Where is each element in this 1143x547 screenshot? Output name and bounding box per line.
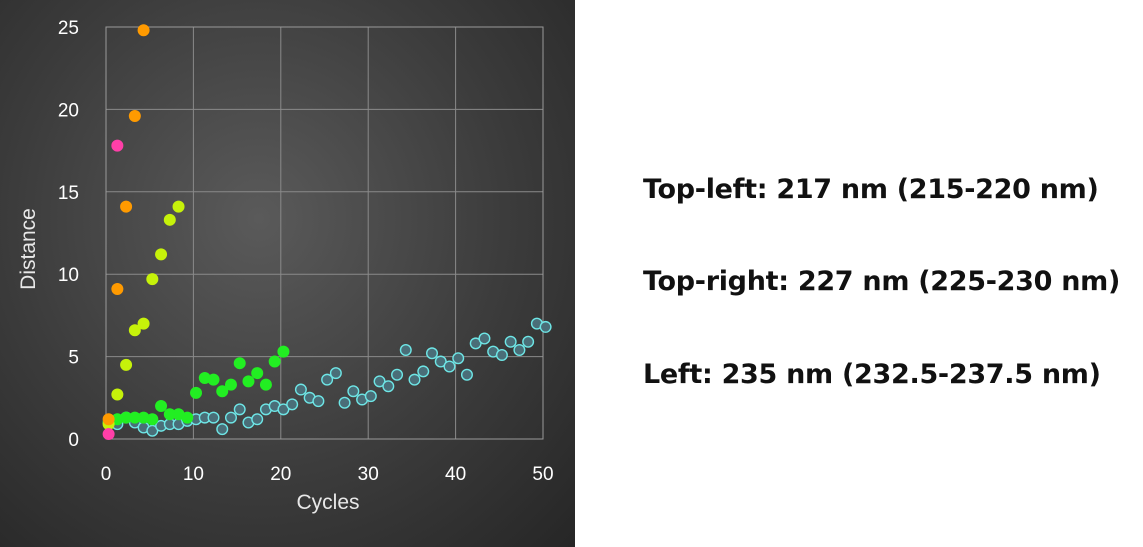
- data-point: [312, 395, 325, 408]
- data-point: [513, 344, 526, 357]
- data-point: [522, 335, 535, 348]
- data-point: [268, 355, 281, 368]
- data-point: [251, 413, 264, 426]
- data-point: [224, 411, 237, 424]
- data-point: [190, 386, 203, 399]
- data-point: [207, 411, 220, 424]
- x-tick-label: 20: [270, 464, 291, 485]
- data-point: [224, 378, 237, 391]
- data-point: [347, 385, 360, 398]
- data-point: [495, 348, 508, 361]
- data-points: [102, 24, 552, 441]
- scatter-chart: 0 10 20 30 40 50 0 5 10 15 20 25 Cycles Distance: [17, 18, 554, 514]
- data-point: [321, 373, 334, 386]
- data-point: [251, 367, 264, 380]
- data-point: [399, 344, 412, 357]
- data-point: [111, 388, 124, 401]
- data-point: [216, 423, 229, 436]
- data-point: [469, 337, 482, 350]
- data-point: [408, 373, 421, 386]
- data-point: [460, 368, 473, 381]
- x-tick-label: 50: [532, 464, 553, 485]
- data-point: [382, 380, 395, 393]
- data-point: [111, 283, 124, 296]
- data-point: [259, 378, 272, 391]
- data-point: [155, 248, 168, 261]
- data-point: [102, 413, 115, 426]
- data-point: [137, 24, 150, 37]
- data-point: [391, 368, 404, 381]
- data-point: [233, 357, 246, 370]
- x-tick-label: 40: [445, 464, 466, 485]
- data-point: [373, 375, 386, 388]
- data-point: [102, 428, 115, 441]
- data-point: [128, 109, 141, 122]
- data-point: [216, 385, 229, 398]
- y-tick-label: 15: [58, 183, 79, 204]
- data-point: [364, 390, 377, 403]
- data-point: [242, 375, 255, 388]
- data-point: [286, 398, 299, 411]
- y-tick-label: 20: [58, 100, 79, 121]
- data-point: [417, 365, 430, 378]
- x-tick-label: 10: [183, 464, 204, 485]
- y-tick-label: 25: [58, 18, 79, 39]
- data-point: [539, 320, 552, 333]
- note-top-left: Top-left: 217 nm (215-220 nm): [643, 174, 1099, 205]
- y-axis-title: Distance: [17, 208, 40, 290]
- data-point: [434, 355, 447, 368]
- data-point: [146, 413, 159, 426]
- x-axis-title: Cycles: [296, 491, 359, 514]
- data-point: [181, 411, 194, 424]
- x-tick-label: 0: [101, 464, 112, 485]
- data-point: [172, 200, 185, 213]
- x-tick-label: 30: [358, 464, 379, 485]
- note-top-right: Top-right: 227 nm (225-230 nm): [643, 266, 1121, 297]
- data-point: [277, 345, 290, 358]
- data-point: [146, 424, 159, 437]
- data-point: [338, 396, 351, 409]
- y-tick-label: 0: [68, 430, 79, 451]
- data-point: [443, 360, 456, 373]
- data-point: [163, 213, 176, 226]
- y-tick-label: 5: [68, 348, 79, 369]
- data-point: [452, 352, 465, 365]
- plot-border: [105, 26, 544, 440]
- data-point: [277, 403, 290, 416]
- data-point: [137, 317, 150, 330]
- data-point: [233, 403, 246, 416]
- grid-lines: [105, 26, 544, 440]
- data-point: [294, 383, 307, 396]
- data-point: [120, 358, 133, 371]
- data-point: [155, 400, 168, 413]
- data-point: [120, 200, 133, 213]
- data-point: [111, 139, 124, 152]
- data-point: [207, 373, 220, 386]
- data-point: [146, 273, 159, 286]
- data-point: [329, 367, 342, 380]
- data-point: [478, 332, 491, 345]
- note-left: Left: 235 nm (232.5-237.5 nm): [643, 359, 1101, 390]
- tick-labels: 0 10 20 30 40 50 0 5 10 15 20 25: [58, 18, 554, 485]
- data-point: [504, 335, 517, 348]
- y-tick-label: 10: [58, 265, 79, 286]
- data-point: [426, 347, 439, 360]
- data-point: [128, 324, 141, 337]
- chart-panel: 0 10 20 30 40 50 0 5 10 15 20 25 Cycles Distance: [0, 0, 575, 547]
